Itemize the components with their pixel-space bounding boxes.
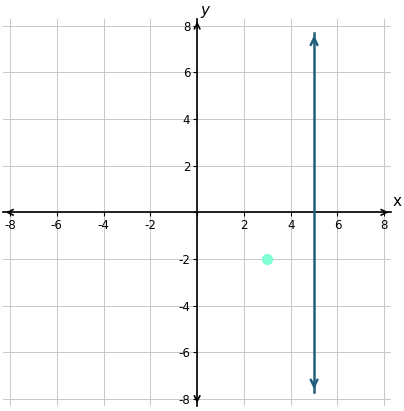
Text: x: x [392,194,402,209]
Point [264,256,271,262]
Text: y: y [201,2,210,18]
